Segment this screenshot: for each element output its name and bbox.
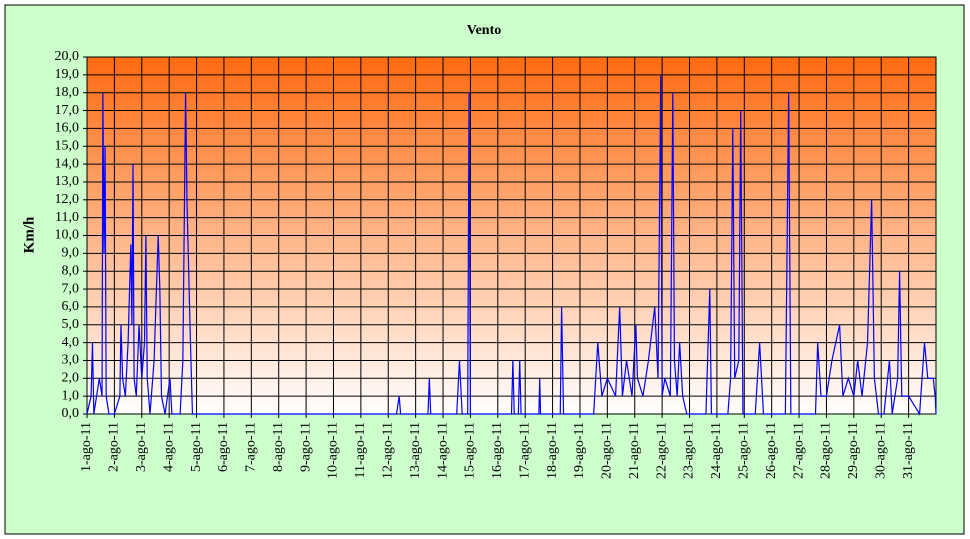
y-tick-label: 16,0 bbox=[55, 121, 80, 136]
x-tick-label: 6-ago-11 bbox=[216, 422, 231, 472]
y-tick-label: 17,0 bbox=[55, 103, 80, 118]
x-tick-label: 2-ago-11 bbox=[107, 422, 122, 472]
y-tick-label: 6,0 bbox=[62, 299, 80, 314]
x-tick-label: 12-ago-11 bbox=[380, 422, 395, 479]
x-tick-label: 7-ago-11 bbox=[244, 422, 259, 472]
x-tick-label: 21-ago-11 bbox=[627, 422, 642, 479]
y-tick-label: 3,0 bbox=[62, 353, 80, 368]
y-tick-label: 13,0 bbox=[55, 174, 80, 189]
y-tick-label: 7,0 bbox=[62, 281, 80, 296]
x-tick-label: 18-ago-11 bbox=[545, 422, 560, 479]
x-tick-label: 24-ago-11 bbox=[709, 422, 724, 479]
x-tick-label: 22-ago-11 bbox=[654, 422, 669, 479]
y-tick-label: 2,0 bbox=[62, 371, 80, 386]
y-axis-label: Km/h bbox=[21, 216, 37, 253]
x-tick-label: 5-ago-11 bbox=[189, 422, 204, 472]
x-tick-label: 31-ago-11 bbox=[901, 422, 916, 479]
x-tick-label: 25-ago-11 bbox=[737, 422, 752, 479]
x-tick-label: 15-ago-11 bbox=[463, 422, 478, 479]
y-tick-label: 12,0 bbox=[55, 192, 80, 207]
x-tick-label: 8-ago-11 bbox=[271, 422, 286, 472]
x-tick-label: 9-ago-11 bbox=[298, 422, 313, 472]
x-tick-label: 29-ago-11 bbox=[846, 422, 861, 479]
x-tick-label: 20-ago-11 bbox=[600, 422, 615, 479]
x-tick-label: 13-ago-11 bbox=[408, 422, 423, 479]
data-line bbox=[86, 74, 937, 416]
y-tick-label: 11,0 bbox=[55, 210, 79, 225]
chart-title: Vento bbox=[467, 23, 502, 38]
x-tick-label: 16-ago-11 bbox=[490, 422, 505, 479]
y-tick-label: 9,0 bbox=[62, 246, 80, 261]
x-tick-label: 3-ago-11 bbox=[134, 422, 149, 472]
x-tick-label: 14-ago-11 bbox=[435, 422, 450, 479]
x-tick-label: 23-ago-11 bbox=[682, 422, 697, 479]
x-tick-label: 30-ago-11 bbox=[873, 422, 888, 479]
y-tick-label: 4,0 bbox=[62, 335, 80, 350]
x-tick-label: 10-ago-11 bbox=[326, 422, 341, 479]
y-tick-label: 8,0 bbox=[62, 263, 80, 278]
y-tick-label: 15,0 bbox=[55, 138, 80, 153]
x-tick-label: 4-ago-11 bbox=[161, 422, 176, 472]
x-tick-label: 26-ago-11 bbox=[764, 422, 779, 479]
y-tick-label: 14,0 bbox=[55, 156, 80, 171]
x-tick-label: 28-ago-11 bbox=[819, 422, 834, 479]
y-tick-label: 10,0 bbox=[55, 228, 80, 243]
y-tick-label: 0,0 bbox=[62, 406, 80, 421]
x-tick-label: 27-ago-11 bbox=[791, 422, 806, 479]
y-tick-label: 19,0 bbox=[55, 67, 80, 82]
x-tick-label: 17-ago-11 bbox=[517, 422, 532, 479]
y-tick-label: 18,0 bbox=[55, 85, 80, 100]
y-tick-label: 20,0 bbox=[55, 49, 80, 64]
y-tick-label: 5,0 bbox=[62, 317, 80, 332]
y-tick-label: 1,0 bbox=[62, 388, 80, 403]
x-tick-label: 19-ago-11 bbox=[572, 422, 587, 479]
x-tick-label: 11-ago-11 bbox=[353, 422, 368, 479]
x-tick-label: 1-ago-11 bbox=[79, 422, 94, 472]
